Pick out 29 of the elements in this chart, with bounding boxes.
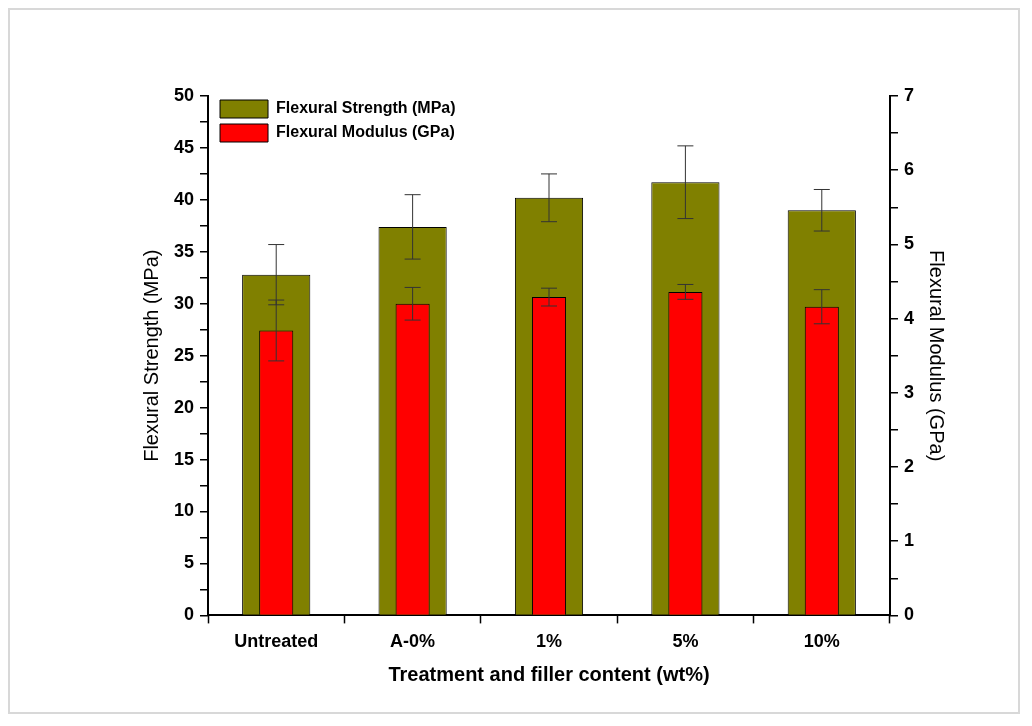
y-tick-label: 35 <box>173 240 195 261</box>
y2-tick-label: 6 <box>903 159 914 180</box>
y2-tick-label: 3 <box>903 381 914 402</box>
y2-axis-title: Flexural Modulus (GPa) <box>926 250 949 462</box>
x-tick-label: 10% <box>803 631 840 652</box>
y2-tick-label: 4 <box>903 307 914 328</box>
y-tick-label: 0 <box>184 604 195 625</box>
y2-tick-label: 5 <box>903 233 914 254</box>
y2-tick-label: 1 <box>903 530 914 551</box>
y-axis-title: Flexural Strength (MPa) <box>139 249 162 462</box>
y2-tick-label: 0 <box>903 604 914 625</box>
y-tick-label: 25 <box>173 344 195 365</box>
y-tick-label: 20 <box>173 396 195 417</box>
y-tick-label: 40 <box>173 188 195 209</box>
legend-label: Flexural Modulus (GPa) <box>276 123 455 141</box>
x-tick-label: 5% <box>672 631 699 652</box>
x-tick-label: A-0% <box>390 631 436 652</box>
x-tick-label: 1% <box>536 631 563 652</box>
x-tick-label: Untreated <box>234 631 319 652</box>
y-tick-label: 45 <box>173 136 195 157</box>
y-tick-label: 50 <box>173 84 195 105</box>
legend-label: Flexural Strength (MPa) <box>276 99 456 117</box>
y-tick-label: 15 <box>173 448 195 469</box>
x-axis-title: Treatment and filler content (wt%) <box>388 662 710 685</box>
y-tick-label: 30 <box>173 292 195 313</box>
y-tick-label: 10 <box>173 500 195 521</box>
y2-tick-label: 7 <box>903 84 914 105</box>
y-tick-label: 5 <box>184 552 195 573</box>
y2-tick-label: 2 <box>903 455 914 476</box>
